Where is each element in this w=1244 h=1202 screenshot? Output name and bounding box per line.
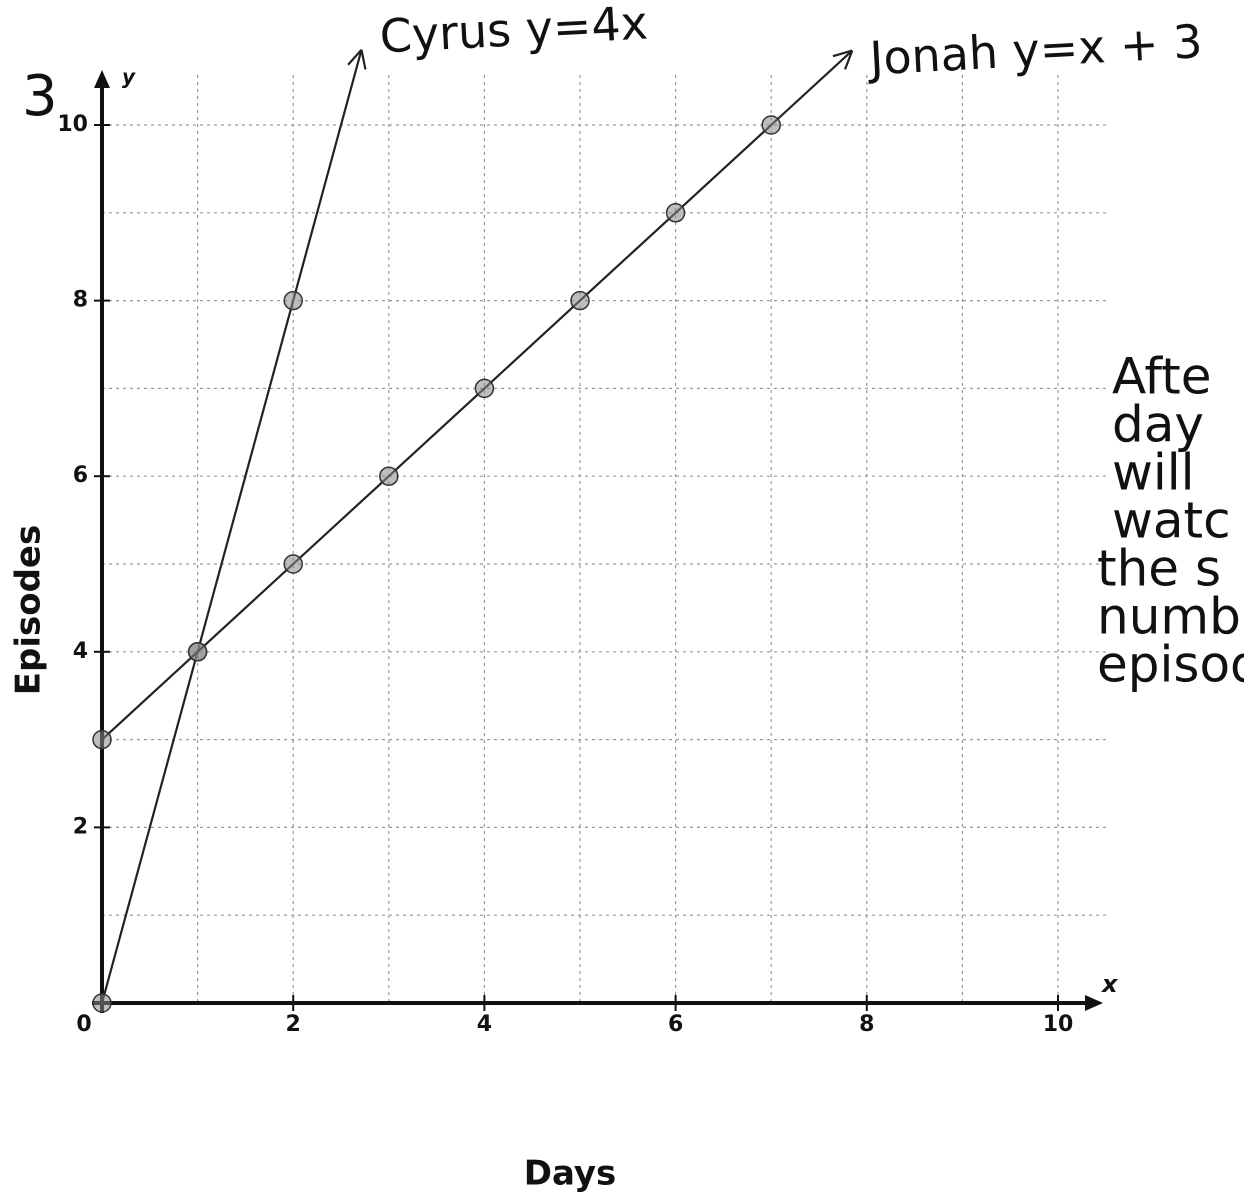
- problem-number: 3: [22, 64, 58, 129]
- x-tick-label: 0: [76, 1012, 91, 1037]
- x-tick-label: 2: [286, 1012, 301, 1037]
- annotation: episod: [1097, 636, 1244, 694]
- x-axis-arrow: [1085, 995, 1103, 1011]
- series-label: Jonah y=x + 3: [865, 14, 1203, 86]
- y-tick-label: 2: [73, 814, 88, 839]
- point: [187, 642, 208, 662]
- point: [665, 203, 686, 223]
- point: [761, 115, 781, 135]
- point: [92, 729, 112, 750]
- point: [92, 993, 112, 1013]
- point: [283, 290, 303, 311]
- arrow-extension: [292, 49, 363, 301]
- point: [570, 290, 590, 311]
- y-tick-label: 10: [57, 112, 88, 137]
- x-tick-label: 8: [859, 1012, 874, 1037]
- y-axis-letter: y: [122, 65, 136, 89]
- arrow-head: [832, 49, 854, 70]
- x-tick-label: 10: [1043, 1012, 1074, 1037]
- annotation: Afte: [1112, 348, 1212, 406]
- series-line: [101, 124, 772, 741]
- series-label: Cyrus y=4x: [378, 0, 649, 63]
- annotation: the s: [1097, 540, 1221, 598]
- annotation: will: [1112, 444, 1195, 502]
- annotation: numb: [1097, 588, 1241, 646]
- y-axis-arrow: [94, 70, 110, 88]
- x-tick-label: 6: [668, 1012, 683, 1037]
- y-tick-label: 6: [73, 463, 88, 488]
- annotation: watc: [1112, 492, 1231, 550]
- point: [474, 378, 495, 399]
- x-axis-label: Days: [524, 1154, 617, 1194]
- point: [283, 554, 303, 574]
- y-tick-label: 4: [73, 639, 88, 664]
- point: [379, 466, 399, 486]
- y-axis-label: Episodes: [9, 525, 49, 695]
- y-tick-label: 8: [73, 288, 88, 313]
- x-tick-label: 4: [477, 1012, 492, 1037]
- annotation: day: [1112, 396, 1204, 454]
- x-axis-letter: x: [1101, 970, 1119, 998]
- arrow-head: [347, 48, 367, 70]
- arrow-extension: [770, 49, 853, 126]
